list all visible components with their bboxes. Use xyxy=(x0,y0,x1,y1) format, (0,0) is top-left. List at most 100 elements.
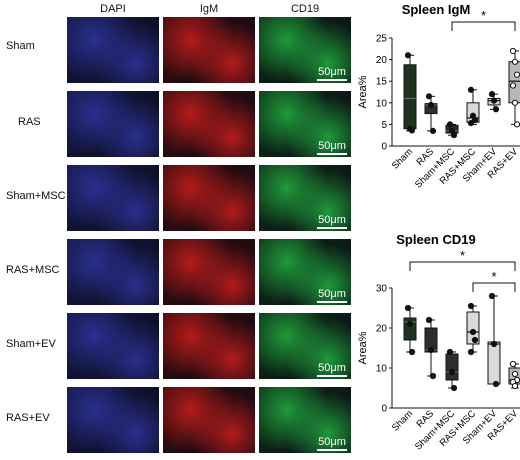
micrograph-igm-sham-msc xyxy=(163,165,255,231)
micrograph-dapi-ras-ev xyxy=(67,387,159,453)
y-tick-label: 20 xyxy=(376,324,388,335)
data-point xyxy=(471,336,479,344)
row-label-sham-ev: Sham+EV xyxy=(6,338,56,350)
data-point xyxy=(408,127,416,134)
y-tick-label: 0 xyxy=(381,404,387,415)
category-label: Sham xyxy=(390,408,415,433)
y-tick-label: 25 xyxy=(376,34,388,45)
data-point xyxy=(429,127,437,134)
y-tick-label: 10 xyxy=(376,98,388,109)
micrograph-cd19-sham-msc: 50μm xyxy=(259,165,351,231)
y-tick-label: 10 xyxy=(376,364,388,375)
significance-bracket xyxy=(409,261,516,271)
data-point xyxy=(490,97,498,104)
y-axis-label: Area% xyxy=(357,331,369,364)
micrograph-igm-ras-ev xyxy=(163,387,255,453)
micrograph-cd19-ras-ev: 50μm xyxy=(259,387,351,453)
box xyxy=(445,353,459,381)
data-point xyxy=(492,380,500,388)
data-point xyxy=(408,348,416,356)
data-point xyxy=(467,348,475,356)
column-header-igm: IgM xyxy=(199,3,219,15)
scale-bar: 50μm xyxy=(317,140,347,155)
data-point xyxy=(509,360,517,368)
box xyxy=(403,64,417,130)
data-point xyxy=(511,370,519,378)
significance-marker: * xyxy=(491,269,496,284)
scale-bar: 50μm xyxy=(317,214,347,229)
significance-bracket xyxy=(451,21,516,31)
y-tick-label: 5 xyxy=(381,120,387,131)
box xyxy=(508,61,520,104)
scale-bar-line xyxy=(317,449,347,451)
significance-marker: * xyxy=(460,248,465,263)
significance-marker: * xyxy=(481,8,486,23)
data-point xyxy=(448,368,456,376)
micrograph-cd19-ras: 50μm xyxy=(259,91,351,157)
y-tick-label: 20 xyxy=(376,55,388,66)
data-point xyxy=(511,58,519,65)
scale-bar-label: 50μm xyxy=(318,288,346,300)
data-point xyxy=(427,346,435,354)
data-point xyxy=(471,116,479,124)
data-point xyxy=(467,120,475,127)
micrograph-dapi-ras xyxy=(67,91,159,157)
data-point xyxy=(513,121,520,128)
data-point xyxy=(469,328,477,336)
micrograph-cd19-sham: 50μm xyxy=(259,17,351,83)
scale-bar-label: 50μm xyxy=(318,66,346,78)
scale-bar: 50μm xyxy=(317,362,347,377)
row-label-sham: Sham xyxy=(6,40,35,52)
data-point xyxy=(488,91,496,98)
data-point xyxy=(404,304,412,312)
micrograph-igm-sham-ev xyxy=(163,313,255,379)
data-point xyxy=(467,302,475,310)
data-point xyxy=(429,372,437,380)
row-label-sham-msc: Sham+MSC xyxy=(6,190,66,202)
column-header-dapi: DAPI xyxy=(100,3,126,15)
scale-bar-line xyxy=(317,375,347,377)
data-point xyxy=(427,101,435,109)
scale-bar-line xyxy=(317,301,347,303)
micrograph-dapi-sham-msc xyxy=(67,165,159,231)
data-point xyxy=(511,99,519,106)
data-point xyxy=(450,384,458,392)
category-label: Sham xyxy=(390,146,415,171)
scale-bar: 50μm xyxy=(317,288,347,303)
micrograph-igm-sham xyxy=(163,17,255,83)
y-tick-label: 0 xyxy=(381,142,387,153)
micrograph-cd19-ras-msc: 50μm xyxy=(259,239,351,305)
y-axis-label: Area% xyxy=(357,75,369,108)
data-point xyxy=(425,93,433,100)
scale-bar-label: 50μm xyxy=(318,362,346,374)
data-point xyxy=(511,382,519,390)
data-point xyxy=(509,47,517,55)
data-point xyxy=(513,71,520,78)
scale-bar-line xyxy=(317,153,347,155)
scale-bar: 50μm xyxy=(317,436,347,451)
scale-bar: 50μm xyxy=(317,66,347,81)
chart-title: Spleen CD19 xyxy=(396,232,475,247)
data-point xyxy=(467,86,475,93)
significance-bracket xyxy=(472,282,516,292)
micrograph-dapi-sham xyxy=(67,17,159,83)
scale-bar-line xyxy=(317,79,347,81)
data-point xyxy=(446,348,454,356)
data-point xyxy=(492,106,500,113)
chart-title: Spleen IgM xyxy=(402,2,471,17)
data-point xyxy=(490,340,498,348)
scale-bar-line xyxy=(317,227,347,229)
micrograph-igm-ras xyxy=(163,91,255,157)
micrograph-igm-ras-msc xyxy=(163,239,255,305)
y-tick-label: 30 xyxy=(376,284,388,295)
box xyxy=(466,311,480,345)
micrograph-cd19-sham-ev: 50μm xyxy=(259,313,351,379)
micrograph-dapi-sham-ev xyxy=(67,313,159,379)
row-label-ras: RAS xyxy=(18,116,41,128)
scale-bar-label: 50μm xyxy=(318,140,346,152)
y-tick-label: 15 xyxy=(376,77,388,88)
box xyxy=(487,341,501,385)
data-point xyxy=(406,320,414,328)
row-label-ras-ev: RAS+EV xyxy=(6,412,50,424)
